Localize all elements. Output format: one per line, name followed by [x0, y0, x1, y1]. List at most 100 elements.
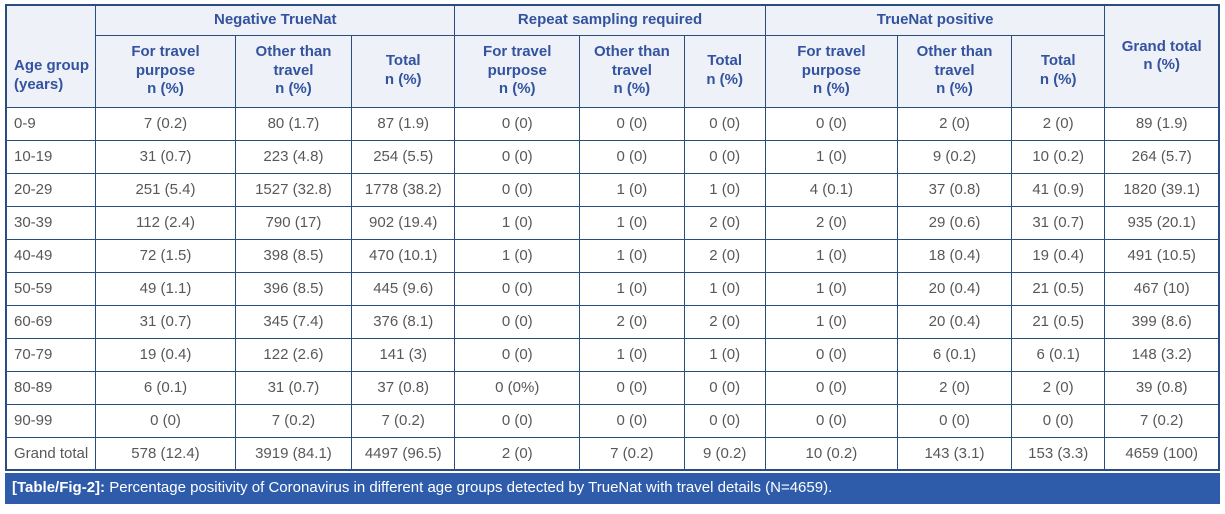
value-cell: 29 (0.6): [896, 205, 1013, 240]
value-cell: 7 (0.2): [579, 436, 685, 471]
value-cell: 902 (19.4): [351, 205, 456, 240]
value-cell: 3919 (84.1): [234, 436, 353, 471]
value-cell: 1 (0): [579, 172, 685, 207]
value-cell: 1 (0): [579, 238, 685, 273]
subheader-pos-total: Total n (%): [1010, 34, 1106, 108]
value-cell: 6 (0.1): [95, 370, 236, 405]
value-cell: 935 (20.1): [1104, 205, 1220, 240]
age-group-cell: 90-99: [5, 403, 97, 438]
group-header-row: Age group (years) Negative TrueNat Repea…: [5, 4, 1220, 108]
value-cell: 19 (0.4): [1010, 238, 1106, 273]
value-cell: 2 (0): [683, 238, 766, 273]
value-cell: 2 (0): [896, 106, 1013, 141]
value-cell: 2 (0): [454, 436, 581, 471]
value-cell: 1820 (39.1): [1104, 172, 1220, 207]
value-cell: 31 (0.7): [1010, 205, 1106, 240]
value-cell: 491 (10.5): [1104, 238, 1220, 273]
value-cell: 0 (0): [579, 106, 685, 141]
table-row: Grand total 578 (12.4) 3919 (84.1) 4497 (96…: [5, 436, 1220, 471]
value-cell: 398 (8.5): [234, 238, 353, 273]
table-row: 20-29 251 (5.4) 1527 (32.8) 1778 (38.2) 0 (0…: [5, 172, 1220, 207]
value-cell: 20 (0.4): [896, 304, 1013, 339]
value-cell: 0 (0): [764, 370, 898, 405]
age-group-cell: 10-19: [5, 139, 97, 174]
value-cell: 10 (0.2): [1010, 139, 1106, 174]
value-cell: 7 (0.2): [351, 403, 456, 438]
value-cell: 143 (3.1): [896, 436, 1013, 471]
age-group-cell: 0-9: [5, 106, 97, 141]
age-group-cell: 60-69: [5, 304, 97, 339]
value-cell: 141 (3): [351, 337, 456, 372]
table-row: 0-9 7 (0.2) 80 (1.7) 87 (1.9) 0 (0) 0 (0) 0 (0…: [5, 106, 1220, 141]
value-cell: 1 (0): [764, 304, 898, 339]
value-cell: 399 (8.6): [1104, 304, 1220, 339]
value-cell: 376 (8.1): [351, 304, 456, 339]
subheader-rep-total: Total n (%): [683, 34, 766, 108]
value-cell: 1778 (38.2): [351, 172, 456, 207]
value-cell: 1 (0): [764, 271, 898, 306]
value-cell: 578 (12.4): [95, 436, 236, 471]
subheader-neg-total: Total n (%): [351, 34, 456, 108]
value-cell: 0 (0%): [454, 370, 581, 405]
value-cell: 790 (17): [234, 205, 353, 240]
value-cell: 0 (0): [579, 403, 685, 438]
value-cell: 0 (0): [896, 403, 1013, 438]
value-cell: 6 (0.1): [1010, 337, 1106, 372]
group-header-repeat-sampling: Repeat sampling required: [454, 4, 766, 36]
value-cell: 4497 (96.5): [351, 436, 456, 471]
table-header: Age group (years) Negative TrueNat Repea…: [5, 4, 1220, 108]
value-cell: 0 (0): [454, 304, 581, 339]
age-group-cell: 80-89: [5, 370, 97, 405]
value-cell: 87 (1.9): [351, 106, 456, 141]
group-header-truenat-positive: TrueNat positive: [764, 4, 1106, 36]
value-cell: 0 (0): [764, 403, 898, 438]
value-cell: 20 (0.4): [896, 271, 1013, 306]
age-group-cell: 20-29: [5, 172, 97, 207]
value-cell: 1 (0): [683, 337, 766, 372]
subheader-neg-travel: For travel purpose n (%): [95, 34, 236, 108]
table-row: 70-79 19 (0.4) 122 (2.6) 141 (3) 0 (0) 1 (0) 1…: [5, 337, 1220, 372]
value-cell: 7 (0.2): [95, 106, 236, 141]
table-row: 40-49 72 (1.5) 398 (8.5) 470 (10.1) 1 (0) 1 (…: [5, 238, 1220, 273]
value-cell: 2 (0): [764, 205, 898, 240]
value-cell: 254 (5.5): [351, 139, 456, 174]
value-cell: 0 (0): [683, 403, 766, 438]
age-group-column-header: Age group (years): [5, 4, 97, 108]
value-cell: 10 (0.2): [764, 436, 898, 471]
value-cell: 0 (0): [454, 271, 581, 306]
value-cell: 1 (0): [579, 205, 685, 240]
table-caption: [Table/Fig-2]: Percentage positivity of …: [5, 473, 1220, 504]
table-body: 0-9 7 (0.2) 80 (1.7) 87 (1.9) 0 (0) 0 (0) 0 (0…: [5, 106, 1220, 471]
subheader-rep-other: Other than travel n (%): [579, 34, 685, 108]
value-cell: 2 (0): [683, 304, 766, 339]
value-cell: 0 (0): [683, 106, 766, 141]
value-cell: 1527 (32.8): [234, 172, 353, 207]
value-cell: 31 (0.7): [95, 139, 236, 174]
value-cell: 2 (0): [683, 205, 766, 240]
value-cell: 251 (5.4): [95, 172, 236, 207]
value-cell: 1 (0): [683, 172, 766, 207]
value-cell: 7 (0.2): [1104, 403, 1220, 438]
value-cell: 1 (0): [454, 205, 581, 240]
value-cell: 0 (0): [95, 403, 236, 438]
value-cell: 0 (0): [454, 337, 581, 372]
value-cell: 0 (0): [764, 106, 898, 141]
caption-label: [Table/Fig-2]:: [12, 479, 106, 496]
table-row: 60-69 31 (0.7) 345 (7.4) 376 (8.1) 0 (0) 2 (0…: [5, 304, 1220, 339]
value-cell: 31 (0.7): [95, 304, 236, 339]
grand-total-column-header: Grand total n (%): [1104, 4, 1220, 108]
value-cell: 1 (0): [764, 139, 898, 174]
value-cell: 2 (0): [1010, 106, 1106, 141]
value-cell: 1 (0): [579, 271, 685, 306]
value-cell: 31 (0.7): [234, 370, 353, 405]
value-cell: 0 (0): [683, 370, 766, 405]
value-cell: 4 (0.1): [764, 172, 898, 207]
value-cell: 0 (0): [579, 139, 685, 174]
value-cell: 2 (0): [896, 370, 1013, 405]
value-cell: 2 (0): [1010, 370, 1106, 405]
age-group-cell: 40-49: [5, 238, 97, 273]
value-cell: 0 (0): [579, 370, 685, 405]
value-cell: 21 (0.5): [1010, 304, 1106, 339]
table-row: 90-99 0 (0) 7 (0.2) 7 (0.2) 0 (0) 0 (0) 0 (0) 0…: [5, 403, 1220, 438]
